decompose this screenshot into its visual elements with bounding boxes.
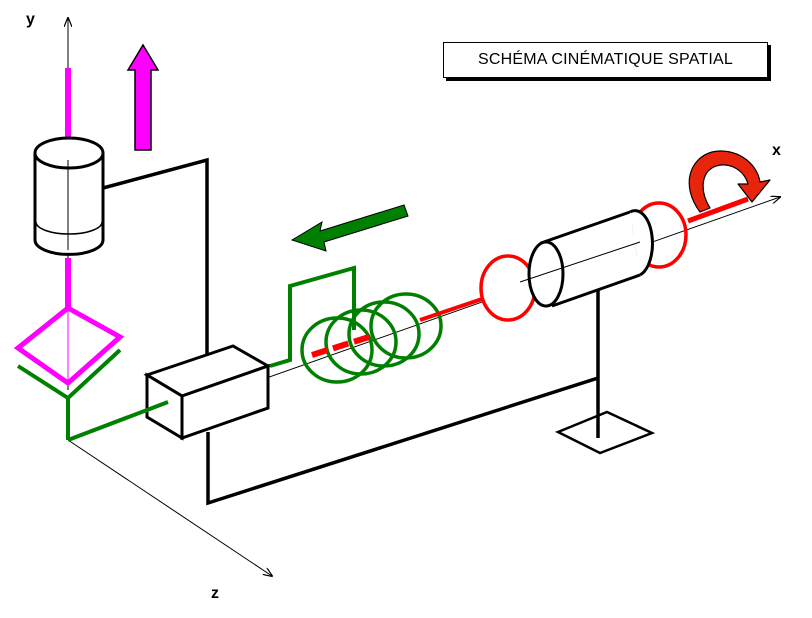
diagram-title: SCHÉMA CINÉMATIQUE SPATIAL [443, 42, 768, 78]
magenta-output-link [13, 68, 125, 387]
frame-upper-arm [102, 157, 209, 360]
pivot-axis-line [519, 241, 641, 283]
z-axis-label: z [211, 585, 219, 602]
red-curved-rotation-arrow-icon [688, 150, 771, 213]
z-axis [67, 439, 272, 576]
frame-lower-rail [206, 376, 599, 506]
pivot-cylinder-top-edge [540, 210, 631, 245]
vertical-cylinder [33, 136, 105, 256]
frame-ground-plate [554, 410, 656, 455]
pivot-cylinder-end [629, 209, 654, 277]
x-axis [169, 197, 780, 413]
magenta-up-arrow-icon [126, 43, 160, 151]
slider-block-side [180, 363, 270, 441]
green-vee-support [16, 348, 122, 401]
slider-block [143, 344, 272, 441]
green-link-rod [67, 400, 169, 442]
pivot-cylinder-face [527, 240, 565, 308]
green-slider-link [16, 265, 356, 442]
pivot-cylinder [519, 209, 654, 308]
y-axis-label: y [26, 11, 35, 28]
x-axis-label: x [772, 142, 781, 159]
green-link-riser [269, 265, 356, 368]
magenta-diamond [13, 304, 125, 387]
green-left-arrow-icon [290, 204, 409, 252]
pivot-cylinder-bottom-edge [551, 273, 641, 308]
red-collar-1 [479, 254, 537, 322]
vertical-cylinder-inner [35, 221, 103, 235]
vertical-cylinder-body [33, 153, 105, 256]
red-shaft-end [687, 196, 749, 224]
frame [102, 157, 656, 506]
spring [300, 292, 443, 384]
vertical-cylinder-top [33, 136, 105, 170]
red-shaft-middle [419, 296, 486, 322]
red-shaft-left [311, 333, 373, 358]
spring-coil-4 [369, 292, 443, 360]
